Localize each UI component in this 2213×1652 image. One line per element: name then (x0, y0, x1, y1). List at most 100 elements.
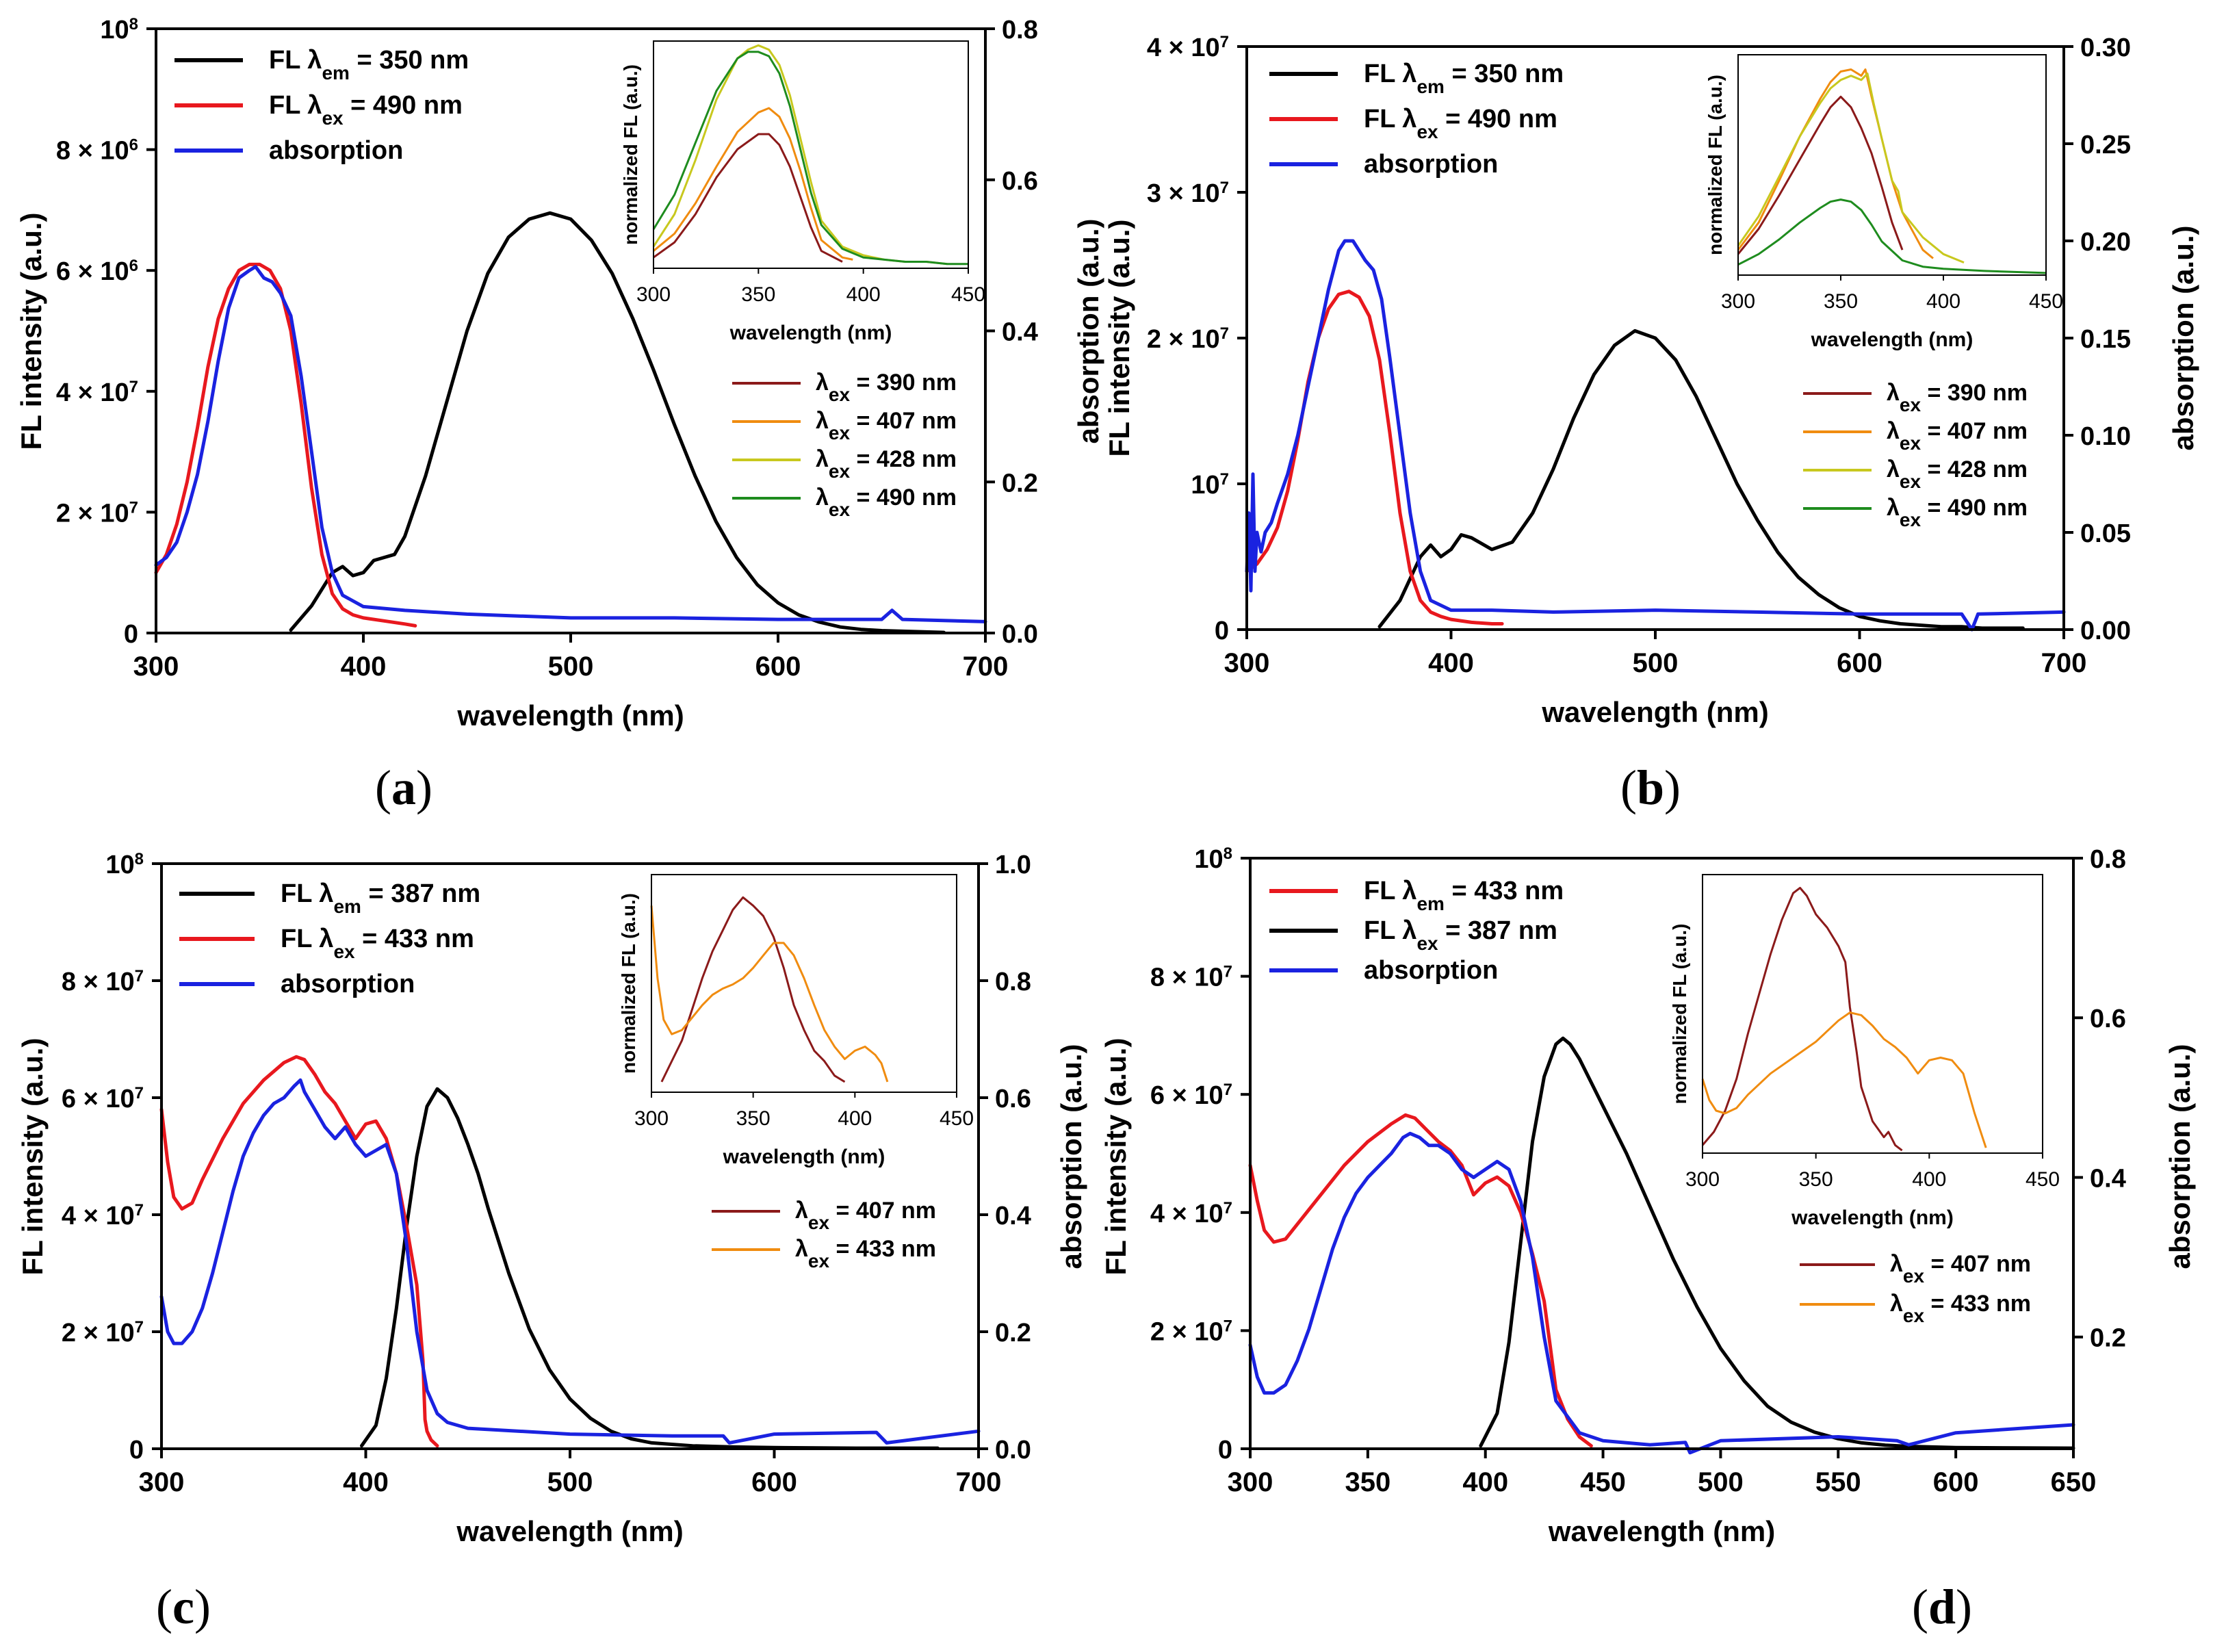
y2-tick-label: 0.4 (1002, 318, 1038, 347)
y2-tick-label: 0.00 (2080, 617, 2131, 645)
inset-legend-label: λex = 490 nm (1887, 495, 2028, 530)
legend-label-part: FL λ (1364, 877, 1416, 905)
y-tick-label-part: 7 (1224, 1317, 1232, 1335)
legend-label-part: em (1416, 76, 1444, 97)
inset-legend-label-part: = 433 nm (829, 1236, 936, 1262)
y-tick-label-part: 10 (1191, 471, 1219, 500)
inset-legend-label-part: ex (1903, 1305, 1925, 1326)
panel-label-part: ( (1620, 760, 1637, 815)
panel-label-part: d (1928, 1579, 1956, 1634)
series-line-red (1248, 1113, 1593, 1448)
inset-legend-label-part: = 407 nm (1924, 1251, 2031, 1277)
legend-label-part: = 433 nm (355, 925, 474, 953)
y-tick-label-part: 8 (135, 850, 144, 868)
panel-label-part: ) (1956, 1579, 1972, 1634)
y-tick-label: 0 (1215, 617, 1229, 645)
y-tick-label-part: 8 (129, 15, 138, 34)
inset-line-orange (1737, 68, 1934, 259)
inset-x-axis-label: wavelength (nm) (1811, 328, 1973, 351)
inset-x-axis-label: wavelength (nm) (729, 322, 892, 344)
series-line-black (289, 211, 946, 634)
inset-line-darkred (653, 133, 843, 263)
inset-legend-label-part: ex (829, 499, 851, 520)
legend-label-part: ex (1416, 933, 1438, 954)
y-tick-label-part: 7 (1220, 324, 1229, 343)
y-tick-label-part: 8 (1224, 844, 1232, 863)
y-tick-label-part: 0 (124, 620, 138, 649)
inset-legend-label-part: = 390 nm (1921, 380, 2028, 406)
y-tick-label: 4 × 107 (1150, 1198, 1232, 1228)
inset-legend-label-part: λ (1887, 495, 1900, 521)
y-tick-label-part: 0 (1218, 1436, 1232, 1464)
legend-label-part: FL λ (269, 91, 322, 120)
inset-x-tick-label: 450 (2026, 1168, 2060, 1191)
y-tick-label-part: 7 (1220, 33, 1229, 51)
inset-line-darkred (660, 896, 846, 1083)
inset-legend-label: λex = 407 nm (1890, 1251, 2031, 1287)
y-tick-label: 107 (1191, 470, 1229, 500)
inset-x-tick-label: 350 (1799, 1168, 1833, 1191)
inset-line-olive (1737, 73, 1965, 263)
inset-legend-label: λex = 390 nm (1887, 380, 2028, 415)
x-tick-label: 400 (343, 1467, 389, 1497)
inset-legend-label: λex = 407 nm (816, 408, 957, 443)
y-tick-label: 4 × 107 (56, 377, 138, 407)
y-tick-label-part: 4 × 10 (56, 378, 129, 407)
y-tick-label: 0 (124, 620, 138, 649)
x-tick-label: 700 (963, 651, 1009, 682)
inset-legend-label-part: ex (808, 1212, 830, 1233)
inset-legend-label: λex = 407 nm (795, 1198, 936, 1233)
inset-x-axis-label: wavelength (nm) (1791, 1206, 1954, 1229)
inset-legend-label: λex = 433 nm (1890, 1291, 2031, 1326)
series-line-black (1479, 1036, 2075, 1450)
y-tick-label-part: 4 × 10 (1147, 34, 1220, 62)
legend-label-part: = 387 nm (1438, 916, 1557, 945)
panel-label-part: ( (375, 760, 391, 815)
panel-label-part: ( (1912, 1579, 1928, 1634)
inset-x-tick-label: 300 (634, 1107, 669, 1130)
x-tick-label: 500 (1633, 648, 1679, 678)
inset-line-orange (1701, 1011, 1987, 1148)
y-tick-label-part: 2 × 10 (56, 499, 129, 528)
inset-legend-label-part: ex (808, 1250, 830, 1272)
inset-x-tick-label: 400 (1926, 290, 1960, 313)
y2-tick-label: 0.15 (2080, 325, 2131, 354)
y-tick-label-part: 7 (1224, 1081, 1232, 1099)
legend-label-part: ex (322, 107, 344, 129)
y-tick-label-part: 6 × 10 (56, 257, 129, 286)
y2-tick-label: 0.6 (2090, 1005, 2126, 1033)
y-tick-label: 108 (100, 15, 138, 45)
y-tick-label-part: 2 × 10 (1147, 325, 1220, 354)
inset-line-green (1737, 198, 2047, 274)
y-tick-label-part: 7 (1224, 1198, 1232, 1217)
y-axis-label: FL intensity (a.u.) (16, 1038, 49, 1276)
y-tick-label-part: 3 × 10 (1147, 179, 1220, 208)
legend-label-part: em (333, 896, 361, 917)
y-tick-label-part: 6 (129, 257, 138, 275)
inset-plot: 300 350 400 450 wavelength (nm) normalized FL… (620, 40, 985, 344)
inset-x-tick-label: 450 (940, 1107, 974, 1130)
inset-legend-label-part: λ (1887, 456, 1900, 482)
inset-x-tick-label: 450 (951, 283, 985, 306)
legend-label-part: em (322, 62, 349, 83)
x-tick-label: 400 (1428, 648, 1474, 678)
y-tick-label-part: 7 (135, 1318, 144, 1337)
y-tick-label: 2 × 107 (1147, 324, 1229, 354)
inset-legend-label-part: λ (816, 485, 829, 511)
inset-line-orange (650, 905, 889, 1083)
panel-label: (b) (1620, 760, 1681, 815)
legend-label-part: = 490 nm (344, 91, 463, 120)
series-line-red (159, 1055, 439, 1448)
legend-label: FL λem = 350 nm (1364, 60, 1564, 97)
panel-label-part: b (1637, 760, 1664, 815)
y-tick-label-part: 6 × 10 (62, 1085, 135, 1113)
x-tick-label: 650 (2051, 1467, 2097, 1497)
inset-legend-label-part: λ (1890, 1251, 1903, 1277)
y-tick-label-part: 7 (129, 377, 138, 396)
legend-label-part: absorption (281, 970, 415, 998)
inset-y-axis-label: normalized FL (a.u.) (1705, 75, 1726, 255)
y2-tick-label: 0.8 (1002, 16, 1038, 44)
legend-label: absorption (281, 970, 415, 998)
y2-axis-label: absorption (a.u.) (1072, 219, 1104, 444)
